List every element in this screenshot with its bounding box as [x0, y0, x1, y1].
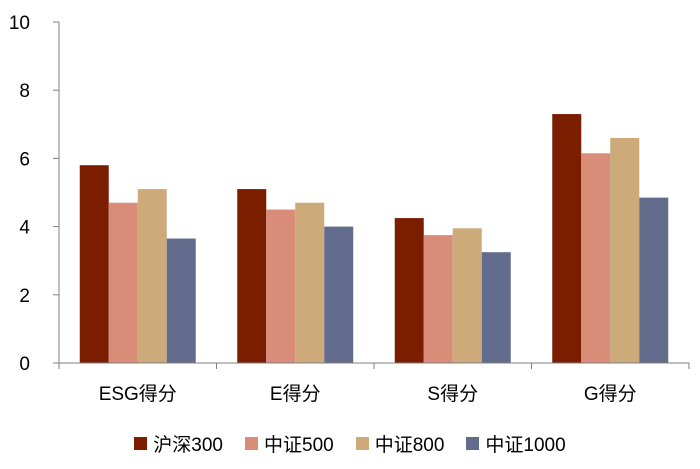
bar-3-0: [166, 238, 196, 363]
y-tick-label-2: 4: [19, 218, 30, 239]
legend-label-csi1000: 中证1000: [485, 434, 566, 456]
x-tick-label-1: E得分: [270, 383, 321, 405]
x-tick-label-2: S得分: [427, 383, 478, 405]
legend-label-csi500: 中证500: [264, 434, 334, 456]
legend-item-hs300: 沪深300: [134, 430, 223, 457]
bar-2-2: [452, 228, 482, 363]
y-tick-label-1: 2: [19, 286, 30, 307]
legend-swatch-csi1000: [466, 436, 480, 450]
bar-2-1: [295, 202, 325, 363]
bar-1-3: [581, 153, 611, 363]
x-tick-label-0: ESG得分: [99, 383, 177, 405]
legend-item-csi1000: 中证1000: [466, 430, 566, 457]
y-tick-label-0: 0: [19, 354, 30, 375]
bar-3-2: [481, 252, 511, 363]
bar-2-0: [137, 189, 167, 363]
bar-1-1: [266, 209, 296, 363]
y-tick-label-3: 6: [19, 149, 30, 170]
legend-swatch-csi800: [355, 436, 369, 450]
legend-label-hs300: 沪深300: [153, 434, 223, 456]
bar-0-1: [237, 189, 267, 363]
y-tick-label-5: 10: [9, 13, 30, 34]
legend: 沪深300 中证500 中证800 中证1000: [0, 428, 700, 458]
bar-1-2: [423, 235, 453, 363]
legend-item-csi800: 中证800: [355, 430, 445, 457]
bar-0-2: [394, 218, 424, 363]
bar-0-0: [79, 165, 109, 363]
bar-0-3: [552, 114, 582, 363]
bar-1-0: [108, 202, 138, 363]
y-tick-label-4: 8: [19, 81, 30, 102]
legend-swatch-hs300: [134, 436, 148, 450]
legend-item-csi500: 中证500: [245, 430, 334, 457]
bar-3-1: [324, 226, 354, 363]
bar-2-3: [610, 137, 640, 363]
legend-swatch-csi500: [245, 436, 258, 450]
x-tick-label-3: G得分: [584, 383, 637, 405]
legend-label-csi800: 中证800: [374, 434, 445, 456]
bar-3-3: [639, 197, 669, 363]
